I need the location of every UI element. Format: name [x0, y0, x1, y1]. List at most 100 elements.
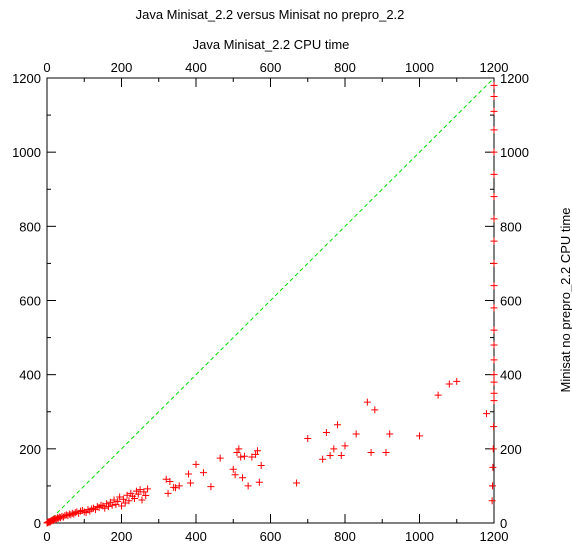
y-tick-label-right: 600: [500, 294, 522, 309]
diagonal-reference-line: [46, 77, 495, 524]
data-point: [101, 504, 109, 512]
data-point: [490, 237, 498, 245]
y-tick-label-right: 0: [500, 516, 507, 531]
data-point: [185, 470, 193, 478]
x-tick-label-bottom: 1200: [480, 529, 509, 544]
data-point: [67, 511, 75, 519]
x-tick-label-top: 600: [260, 60, 282, 75]
diagonal-layer: [46, 77, 495, 524]
data-point: [64, 512, 72, 520]
data-point: [434, 391, 442, 399]
data-point: [131, 495, 139, 503]
x-axis-label: Java Minisat_2.2 CPU time: [193, 37, 350, 52]
data-point: [114, 497, 122, 505]
data-point: [322, 429, 330, 437]
data-point: [237, 453, 245, 461]
x-tick-label-bottom: 400: [185, 529, 207, 544]
x-tick-label-bottom: 0: [43, 529, 50, 544]
data-point: [363, 398, 371, 406]
point-layer: [43, 81, 498, 527]
data-point: [239, 474, 247, 482]
data-point: [257, 462, 265, 470]
data-point: [162, 475, 170, 483]
x-tick-label-top: 800: [334, 60, 356, 75]
data-point: [229, 465, 237, 473]
y-tick-label-right: 400: [500, 368, 522, 383]
data-point: [216, 454, 224, 462]
y-tick-label-left: 1200: [12, 71, 41, 86]
y-tick-label-right: 800: [500, 219, 522, 234]
data-point: [489, 445, 497, 453]
data-point: [123, 491, 131, 499]
data-point: [304, 434, 312, 442]
data-point: [490, 423, 498, 431]
data-point: [56, 514, 64, 522]
tick-layer: [46, 77, 495, 524]
data-point: [233, 449, 241, 457]
data-point: [490, 356, 498, 364]
data-point: [490, 193, 498, 201]
x-tick-label-top: 200: [111, 60, 133, 75]
x-tick-label-top: 1000: [405, 60, 434, 75]
data-point: [134, 490, 142, 498]
y-tick-label-right: 200: [500, 442, 522, 457]
data-point: [240, 452, 248, 460]
data-point: [252, 450, 260, 458]
data-point: [367, 449, 375, 457]
y-tick-label-right: 1200: [500, 71, 529, 86]
data-point: [341, 442, 349, 450]
data-point: [58, 512, 66, 520]
data-point: [293, 479, 301, 487]
data-point: [490, 282, 498, 290]
x-tick-label-bottom: 1000: [405, 529, 434, 544]
data-point: [68, 509, 76, 517]
data-point: [125, 497, 133, 505]
data-point: [490, 81, 498, 89]
data-point: [386, 430, 394, 438]
x-tick-label-bottom: 800: [334, 529, 356, 544]
data-point: [207, 483, 215, 491]
y-tick-label-left: 1000: [12, 145, 41, 160]
y-tick-label-left: 600: [19, 294, 41, 309]
data-point: [138, 496, 146, 504]
data-point: [118, 502, 125, 510]
data-point: [235, 445, 243, 453]
data-point: [108, 501, 116, 509]
data-point: [416, 432, 423, 440]
data-point: [490, 148, 498, 156]
data-point: [144, 485, 152, 493]
data-point: [490, 215, 498, 223]
x-tick-label-top: 1200: [480, 60, 509, 75]
y-axis-label: Minisat no prepro_2.2 CPU time: [558, 208, 572, 393]
data-point: [244, 482, 252, 490]
data-point: [330, 445, 338, 453]
data-point: [166, 477, 174, 485]
data-point: [453, 377, 461, 385]
data-point: [104, 503, 112, 511]
data-point: [253, 447, 261, 455]
data-point: [490, 93, 498, 101]
data-point: [490, 259, 498, 267]
data-point: [490, 126, 498, 134]
data-point: [490, 304, 498, 312]
data-point: [352, 430, 360, 438]
data-point: [142, 492, 150, 500]
data-point: [319, 455, 327, 463]
data-point: [490, 341, 498, 349]
x-tick-label-bottom: 600: [260, 529, 282, 544]
data-point: [110, 496, 118, 504]
data-point: [334, 421, 342, 429]
data-point: [483, 410, 491, 418]
data-point: [116, 493, 124, 501]
data-point: [490, 107, 498, 115]
data-point: [164, 489, 172, 497]
data-point: [490, 170, 498, 178]
y-tick-label-right: 1000: [500, 145, 529, 160]
y-tick-label-left: 0: [34, 516, 41, 531]
data-point: [121, 499, 129, 507]
data-point: [490, 326, 498, 334]
y-tick-label-left: 400: [19, 368, 41, 383]
data-point: [199, 469, 207, 477]
x-tick-label-top: 400: [185, 60, 207, 75]
data-point: [382, 449, 390, 457]
